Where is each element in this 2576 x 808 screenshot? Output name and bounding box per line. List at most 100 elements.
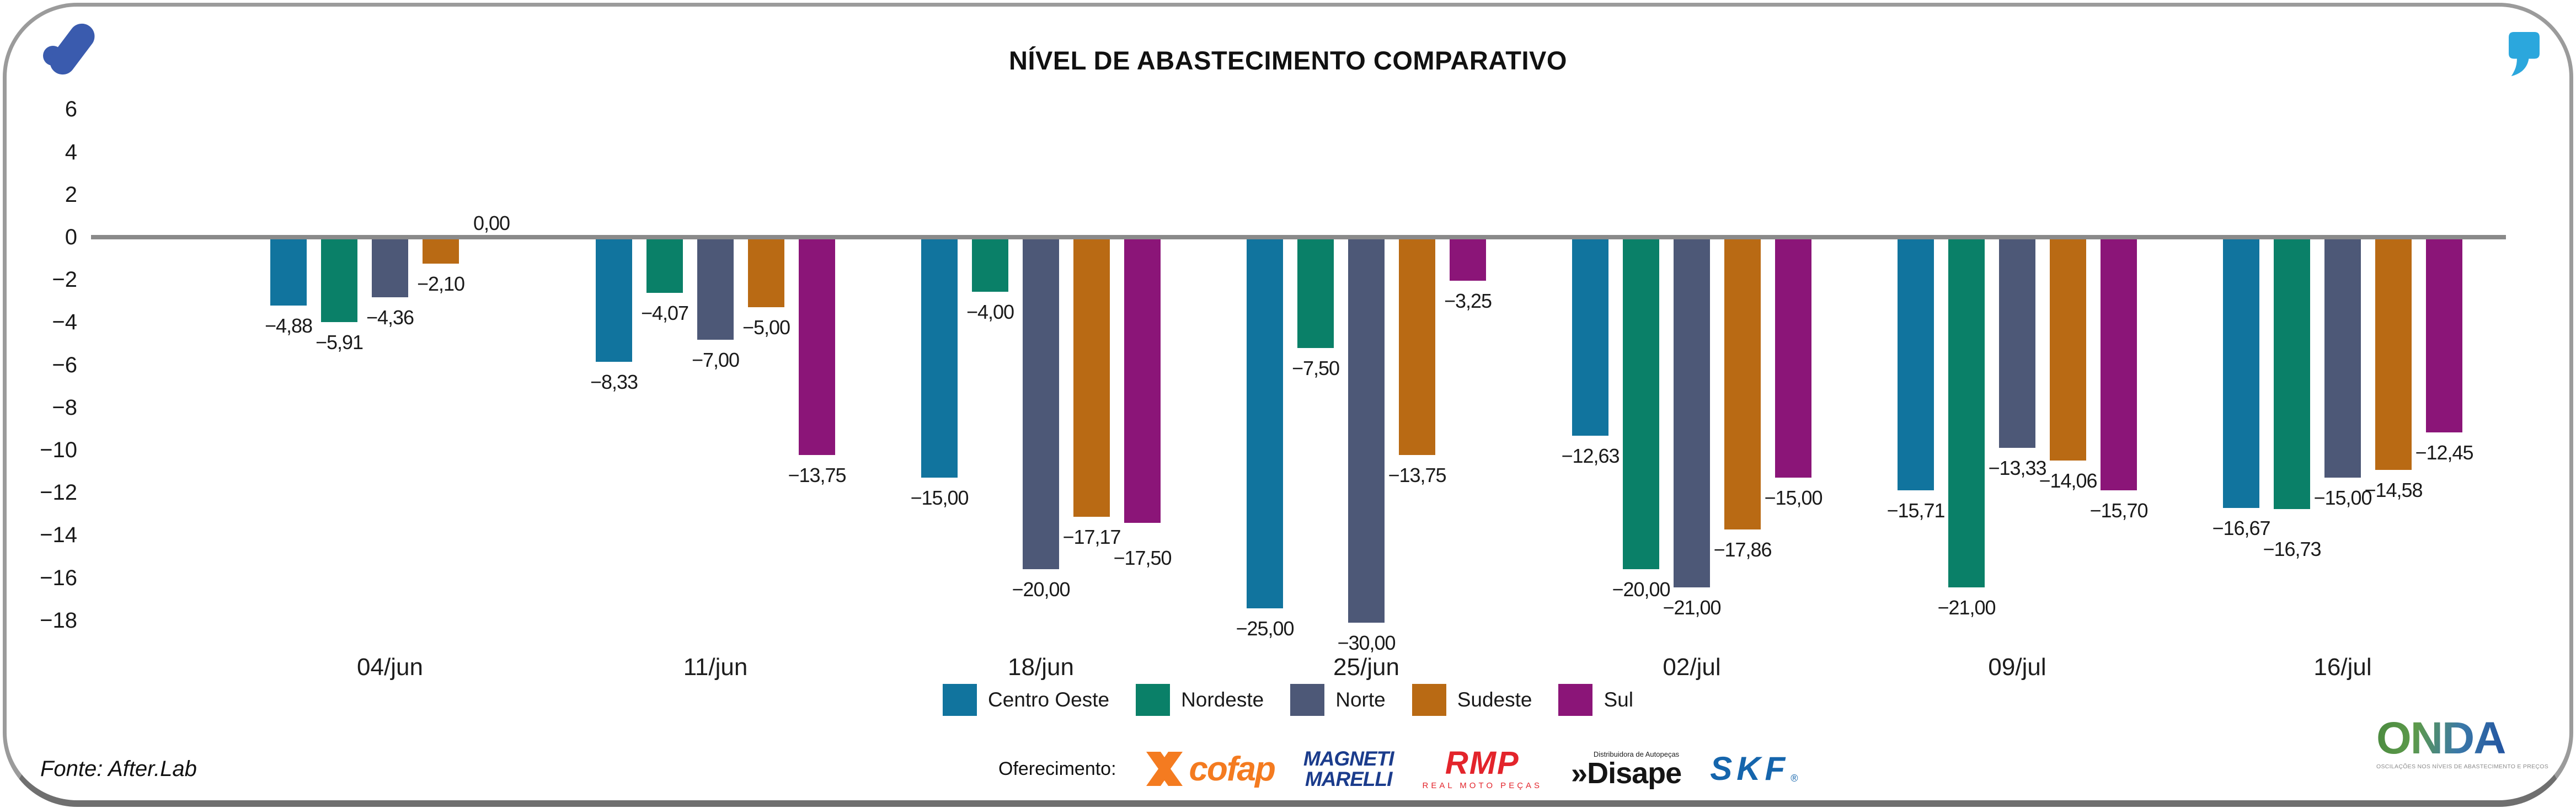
cofap-wordmark: cofap	[1189, 750, 1276, 788]
y-axis-tick-label: −10	[40, 438, 77, 462]
x-axis-label: 11/jun	[683, 654, 748, 681]
sponsor-intro-label: Oferecimento:	[998, 758, 1116, 779]
y-axis-tick-label: −16	[40, 565, 77, 590]
y-axis-tick-label: −14	[40, 523, 77, 548]
page-title: NÍVEL DE ABASTECIMENTO COMPARATIVO	[1009, 46, 1567, 75]
bar-sudeste-02/jul	[1724, 237, 1761, 530]
y-axis-tick-label: −2	[52, 267, 77, 292]
bar-value-label: −14,06	[2039, 469, 2097, 493]
bar-value-label: −15,71	[1886, 499, 1945, 522]
bar-centro-oeste-04/jun	[270, 237, 307, 306]
onda-wordmark: ONDA	[2376, 716, 2509, 761]
x-axis-label: 16/jul	[2313, 654, 2372, 681]
bar-norte-02/jul	[1674, 237, 1710, 588]
bar-value-label: −13,75	[1388, 464, 1446, 487]
bar-nordeste-11/jun	[646, 237, 683, 293]
bar-value-label: −15,00	[910, 486, 969, 509]
bar-value-label: −16,73	[2263, 537, 2321, 560]
bar-value-label: 0,00	[473, 212, 510, 234]
bar-value-label: −4,07	[640, 302, 689, 325]
bar-value-label: −3,25	[1444, 289, 1492, 312]
x-axis-label: 09/jul	[1988, 654, 2046, 681]
bar-value-label: −7,00	[691, 348, 740, 371]
bar-sudeste-04/jun	[423, 237, 459, 264]
magneti-line1: MAGNETI	[1303, 747, 1394, 770]
rmp-tagline: REAL MOTO PEÇAS	[1422, 780, 1543, 790]
y-axis-tick-label: 0	[65, 225, 77, 249]
bar-sul-02/jul	[1775, 237, 1811, 478]
y-axis-tick-label: −6	[52, 352, 77, 377]
disape-tagline: Distribuidora de Autopeças	[1593, 750, 1680, 758]
bar-value-label: −21,00	[1663, 596, 1721, 619]
bar-value-label: −16,67	[2212, 516, 2270, 539]
bar-centro-oeste-25/jun	[1247, 237, 1283, 608]
y-axis-tick-label: −4	[52, 310, 77, 335]
bar-value-label: −15,00	[1764, 486, 1823, 509]
rmp-logo: RMP REAL MOTO PEÇAS	[1422, 745, 1543, 790]
bar-value-label: −12,45	[2415, 441, 2473, 464]
bar-value-label: −21,00	[1937, 596, 1996, 619]
bar-value-label: −20,00	[1012, 577, 1070, 601]
bar-value-label: −4,88	[264, 314, 313, 337]
bar-value-label: −4,36	[366, 306, 414, 329]
bar-norte-11/jun	[697, 237, 734, 340]
legend-label: Centro Oeste	[988, 688, 1110, 711]
legend-label: Nordeste	[1181, 688, 1264, 711]
cofap-emblem-icon	[1146, 752, 1183, 786]
bar-centro-oeste-11/jun	[596, 237, 632, 362]
bar-norte-16/jul	[2324, 237, 2361, 478]
x-axis-label: 04/jun	[357, 654, 423, 681]
source-note: Fonte: After.Lab	[40, 757, 197, 781]
legend-swatch	[1412, 684, 1446, 716]
onda-tagline: OSCILAÇÕES NOS NÍVEIS DE ABASTECIMENTO E…	[2376, 763, 2549, 770]
bar-norte-25/jun	[1348, 237, 1385, 623]
bar-nordeste-25/jun	[1297, 237, 1334, 348]
bar-value-label: −7,50	[1291, 356, 1340, 379]
bar-sudeste-18/jun	[1073, 237, 1110, 517]
legend-label: Sul	[1604, 688, 1633, 711]
legend-item-norte: Norte	[1290, 684, 1386, 716]
bar-sudeste-11/jun	[748, 237, 784, 308]
bar-sudeste-25/jun	[1399, 237, 1435, 456]
card-frame	[3, 3, 2573, 807]
bar-norte-04/jun	[372, 237, 408, 298]
bar-nordeste-16/jul	[2274, 237, 2310, 509]
bar-nordeste-02/jul	[1623, 237, 1659, 569]
bar-sul-25/jun	[1450, 237, 1486, 281]
chart-legend: Centro Oeste Nordeste Norte Sudeste Sul	[0, 684, 2576, 716]
bar-nordeste-09/jul	[1948, 237, 1985, 588]
magneti-line2: MARELLI	[1305, 768, 1392, 790]
bar-nordeste-18/jun	[972, 237, 1008, 292]
legend-swatch	[1558, 684, 1593, 716]
magneti-marelli-logo: MAGNETI MARELLI	[1303, 748, 1394, 789]
bar-value-label: −17,50	[1113, 547, 1172, 570]
bar-value-label: −17,17	[1062, 526, 1121, 549]
y-axis-tick-label: 6	[65, 97, 77, 122]
x-axis-label: 25/jun	[1333, 654, 1399, 681]
y-axis-tick-label: 2	[65, 182, 77, 207]
y-axis-tick-label: 4	[65, 140, 77, 164]
skf-registered-mark: ®	[1791, 773, 1798, 784]
bar-value-label: −4,00	[966, 301, 1014, 324]
bar-value-label: −2,10	[416, 272, 465, 296]
bar-value-label: −5,91	[315, 330, 364, 354]
y-axis-tick-label: −18	[40, 608, 77, 633]
legend-item-centro-oeste: Centro Oeste	[943, 684, 1109, 716]
y-axis-tick-label: −12	[40, 480, 77, 505]
y-axis-tick-label: −8	[52, 395, 77, 420]
bar-value-label: −25,00	[1236, 617, 1294, 640]
bar-value-label: −8,33	[590, 370, 638, 393]
bar-norte-09/jul	[1999, 237, 2035, 448]
bar-centro-oeste-18/jun	[921, 237, 958, 478]
legend-swatch	[1290, 684, 1325, 716]
legend-swatch	[1136, 684, 1171, 716]
x-axis-label: 18/jun	[1008, 654, 1074, 681]
skf-wordmark: SKF	[1710, 750, 1790, 787]
zero-axis-line	[91, 235, 2506, 239]
rmp-wordmark: RMP	[1445, 745, 1520, 781]
legend-label: Norte	[1335, 688, 1386, 711]
bar-centro-oeste-09/jul	[1898, 237, 1934, 491]
bar-value-label: −5,00	[742, 316, 790, 339]
quote-icon	[2509, 32, 2540, 77]
bar-value-label: −17,86	[1713, 538, 1772, 561]
